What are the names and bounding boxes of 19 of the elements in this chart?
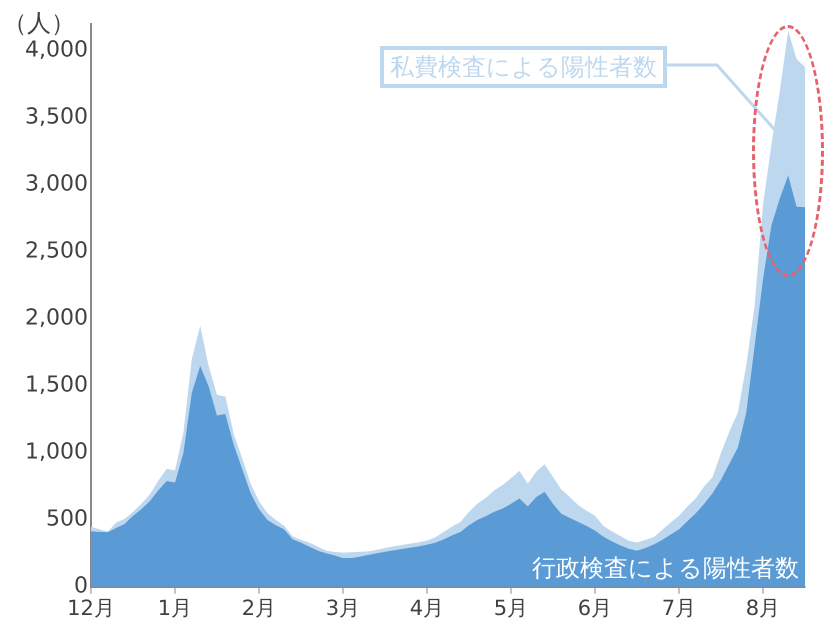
- x-tick-label: 7月: [662, 596, 696, 620]
- series-label: 行政検査による陽性者数: [532, 554, 799, 582]
- x-tick-label: 6月: [578, 596, 612, 620]
- y-tick-label: 4,000: [24, 38, 88, 63]
- y-tick-label: 3,500: [24, 104, 88, 130]
- y-tick-label: 2,500: [24, 238, 88, 264]
- y-tick-label: 3,000: [24, 172, 88, 197]
- x-tick-label: 5月: [494, 596, 528, 620]
- text: 私費検査による陽性者数: [380, 46, 667, 88]
- y-tick-label: 2,000: [24, 306, 88, 331]
- x-tick-label: 2月: [242, 596, 276, 620]
- y-tick-label: 1,000: [24, 440, 88, 465]
- x-tick-label: 4月: [410, 596, 444, 620]
- x-tick-label: 8月: [746, 596, 780, 620]
- x-tick-label: 1月: [158, 596, 192, 620]
- x-tick-label: 3月: [326, 596, 360, 620]
- y-axis-title: （人）: [2, 8, 75, 38]
- y-tick-label: 500: [46, 506, 88, 532]
- y-tick-label: 1,500: [24, 372, 88, 398]
